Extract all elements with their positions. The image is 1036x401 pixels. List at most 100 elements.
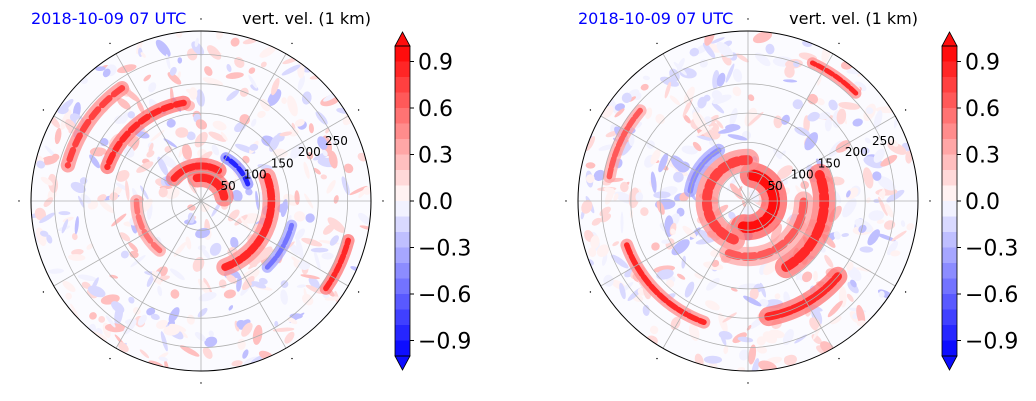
texture-cell xyxy=(297,75,306,91)
angular-tick-dot xyxy=(589,109,592,111)
texture-cell xyxy=(89,147,108,157)
texture-cell xyxy=(738,283,757,290)
texture-cell xyxy=(208,131,227,142)
texture-cell xyxy=(759,298,769,307)
polar-frame xyxy=(30,30,372,372)
texture-cell xyxy=(271,77,280,96)
texture-cell xyxy=(878,290,885,298)
radial-tick-label: 150 xyxy=(271,156,294,170)
texture-cell xyxy=(196,89,205,107)
texture-cell xyxy=(834,191,842,203)
texture-cell xyxy=(60,109,72,130)
texture-cell xyxy=(117,97,131,110)
texture-cell xyxy=(281,64,301,76)
texture-cell xyxy=(242,349,249,359)
texture-cell xyxy=(173,241,187,257)
angular-gridline xyxy=(53,200,202,287)
texture-cell xyxy=(872,171,882,181)
texture-cell xyxy=(250,84,259,91)
texture-cell xyxy=(359,225,371,231)
panel-left-date-title: 2018-10-09 07 UTC xyxy=(31,9,186,28)
texture-cell xyxy=(846,261,854,271)
texture-cell xyxy=(148,142,154,154)
colorbar-tick-label: −0.9 xyxy=(965,330,1018,355)
texture-cell xyxy=(333,195,339,204)
colorbar-tick-label: −0.3 xyxy=(418,237,471,262)
colorbar-level xyxy=(395,247,410,264)
texture-cell xyxy=(36,160,46,169)
velocity-band xyxy=(737,169,780,233)
texture-cell xyxy=(320,174,327,180)
colorbar-level xyxy=(395,232,410,248)
texture-cell xyxy=(682,225,697,239)
texture-cell xyxy=(220,131,228,141)
texture-cell xyxy=(748,344,757,365)
texture-cell xyxy=(866,197,871,204)
texture-cell xyxy=(163,138,178,148)
texture-cell xyxy=(683,86,695,104)
texture-cell xyxy=(127,111,136,119)
texture-cell xyxy=(231,360,243,367)
angular-gridline xyxy=(747,53,834,202)
texture-cell xyxy=(905,150,913,164)
texture-cell xyxy=(40,176,53,186)
radial-tick-label: 250 xyxy=(872,134,895,148)
texture-cell xyxy=(242,268,260,281)
colorbar-extend-max xyxy=(941,31,958,47)
texture-cell xyxy=(68,254,86,261)
texture-cell xyxy=(841,233,849,237)
texture-cell xyxy=(739,349,749,361)
texture-cell xyxy=(39,230,49,237)
colorbar-level xyxy=(395,278,410,295)
texture-cell xyxy=(598,144,615,151)
colorbar-tick-label: 0.6 xyxy=(965,97,1000,122)
radial-tick-label: 50 xyxy=(767,179,782,193)
texture-cell xyxy=(725,63,735,83)
radial-tick-label: 100 xyxy=(244,168,267,182)
texture-cell xyxy=(784,65,795,78)
texture-cell xyxy=(228,305,234,311)
texture-cell xyxy=(770,223,782,243)
texture-cell xyxy=(187,204,196,211)
texture-cell xyxy=(146,150,155,158)
colorbar-tick-label: 0.0 xyxy=(418,190,453,215)
texture-cell xyxy=(716,41,734,59)
texture-cell xyxy=(727,134,748,141)
texture-cell xyxy=(716,72,726,87)
texture-cell xyxy=(260,98,271,112)
angular-gridline xyxy=(200,115,349,202)
texture-cell xyxy=(649,325,659,335)
texture-cell xyxy=(201,248,210,259)
angular-gridline xyxy=(600,200,749,287)
texture-cell xyxy=(859,246,874,253)
texture-cell xyxy=(812,324,822,340)
texture-cell xyxy=(175,127,189,138)
texture-cell xyxy=(301,237,323,247)
texture-cell xyxy=(226,64,232,72)
texture-cell xyxy=(860,147,870,155)
texture-cell xyxy=(98,315,106,323)
texture-cell xyxy=(328,150,338,169)
texture-cell xyxy=(313,167,321,175)
colorbar-level xyxy=(395,216,410,233)
colorbar-level xyxy=(942,123,957,140)
texture-cell xyxy=(185,88,197,96)
texture-cell xyxy=(865,107,874,115)
texture-cell xyxy=(317,136,328,150)
texture-cell xyxy=(272,327,295,332)
radial-tick-label: 200 xyxy=(845,145,868,159)
angular-gridline xyxy=(115,53,202,202)
colorbar-level xyxy=(395,170,410,186)
texture-cell xyxy=(120,250,129,259)
texture-cell xyxy=(763,258,779,276)
velocity-band xyxy=(133,198,163,254)
colorbar-level xyxy=(942,108,957,124)
colorbar-level xyxy=(395,294,410,310)
colorbar-level xyxy=(395,77,410,93)
texture-cell xyxy=(87,285,106,298)
texture-cell xyxy=(723,345,729,355)
colorbar-level xyxy=(395,263,410,279)
texture-cell xyxy=(71,233,78,241)
texture-cell xyxy=(179,345,200,357)
